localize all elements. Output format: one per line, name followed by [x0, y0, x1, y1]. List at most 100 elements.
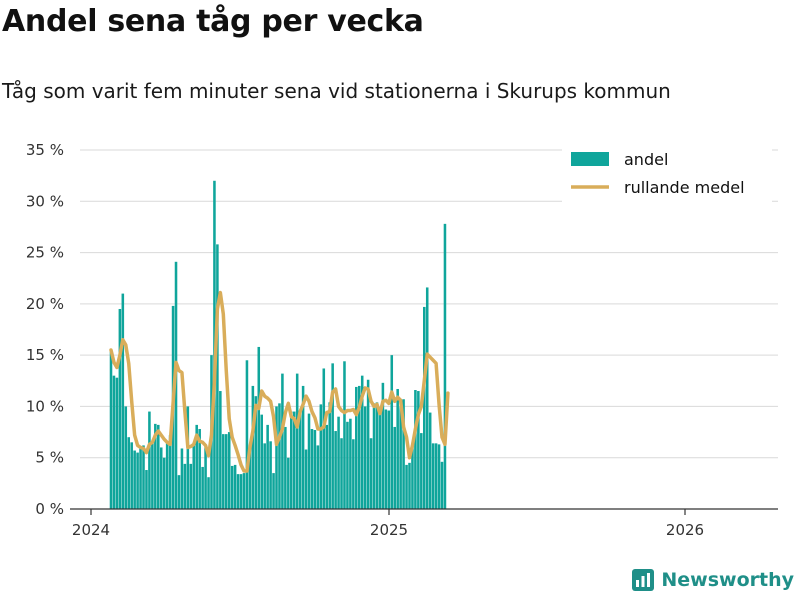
bar: [204, 447, 207, 509]
newsworthy-logo-icon: [632, 569, 655, 591]
bar: [260, 414, 263, 509]
bar: [414, 390, 417, 509]
bar: [281, 373, 284, 509]
bar: [263, 443, 266, 509]
bar: [372, 403, 376, 509]
bar: [431, 443, 435, 509]
bar: [168, 435, 172, 509]
bar: [112, 375, 116, 509]
bar: [304, 449, 308, 509]
bar: [216, 244, 219, 509]
brand: Newsworthy: [631, 568, 794, 592]
bar: [292, 411, 296, 509]
bar: [425, 287, 429, 509]
line-series-rullande-medel: [109, 290, 450, 473]
bar: [136, 452, 139, 509]
bar: [222, 434, 225, 509]
bar: [420, 433, 423, 509]
y-axis: 0 % 5 % 10 % 15 % 20 % 25 % 30 % 35 %: [26, 141, 64, 518]
x-tick-label: 2025: [370, 521, 408, 539]
bar: [360, 375, 364, 509]
bar: [298, 411, 302, 509]
bar: [230, 465, 234, 509]
bar: [423, 306, 426, 509]
bar: [402, 399, 405, 509]
bar: [177, 475, 181, 509]
legend: andel rullande medel: [562, 144, 772, 204]
page-subtitle: Tåg som varit fem minuter sena vid stati…: [2, 79, 671, 103]
bar: [142, 445, 145, 509]
bar: [239, 474, 243, 509]
y-tick-label: 25 %: [26, 244, 64, 262]
bar: [251, 385, 255, 509]
bar: [127, 437, 131, 509]
bar: [145, 470, 148, 509]
bar-series-andel: [109, 180, 447, 509]
bar: [278, 403, 281, 509]
bar: [124, 406, 128, 509]
bar: [201, 466, 204, 509]
bar: [192, 444, 196, 509]
bar: [396, 388, 399, 509]
bar: [352, 439, 355, 509]
bar: [363, 406, 367, 509]
bar: [248, 447, 252, 509]
bar: [325, 424, 329, 509]
bar: [165, 442, 169, 509]
bar: [157, 424, 160, 509]
bar: [115, 377, 119, 509]
bar: [322, 368, 326, 509]
bar: [254, 396, 258, 509]
bar: [266, 424, 269, 509]
bar: [357, 385, 361, 509]
bar: [334, 431, 337, 509]
bar: [139, 447, 142, 509]
bar: [331, 363, 334, 509]
bar: [411, 444, 414, 509]
y-tick-label: 0 %: [35, 500, 64, 518]
bar: [417, 391, 420, 509]
legend-label-rullande-medel: rullande medel: [624, 178, 745, 197]
x-axis: 2024 2025 2026: [70, 508, 778, 539]
bar: [207, 477, 210, 509]
bar: [121, 293, 125, 509]
bar: [148, 411, 151, 509]
bar: [290, 411, 293, 509]
chart: 0 %5 %10 %15 %20 %25 %30 %35 % 2024 2025 2…: [26, 141, 778, 539]
bar: [233, 464, 237, 509]
bar: [428, 412, 432, 509]
bar: [313, 430, 317, 509]
bar: [227, 432, 231, 509]
bar: [340, 438, 343, 509]
bar: [408, 462, 411, 509]
bar: [390, 355, 394, 509]
bar: [198, 428, 201, 509]
bar: [295, 373, 299, 509]
bar: [236, 474, 240, 509]
bar: [183, 463, 187, 509]
bar: [387, 410, 391, 509]
bar: [319, 404, 323, 509]
bar: [257, 346, 261, 509]
legend-label-andel: andel: [624, 150, 668, 169]
bar: [366, 379, 370, 509]
brand-name: Newsworthy: [661, 569, 794, 591]
bar: [186, 406, 190, 509]
bar: [195, 424, 198, 509]
bar: [343, 361, 346, 509]
bar: [224, 434, 228, 509]
bar: [437, 444, 441, 509]
bar: [434, 443, 438, 509]
y-tick-label: 15 %: [26, 346, 64, 364]
bar: [440, 461, 444, 509]
bar: [443, 223, 447, 509]
bar: [349, 418, 352, 509]
bar: [219, 391, 222, 509]
bar: [355, 386, 358, 509]
bar: [189, 463, 193, 509]
bar: [154, 423, 157, 509]
bar: [272, 473, 275, 509]
bar: [301, 385, 305, 509]
bar: [242, 473, 246, 509]
y-tick-label: 5 %: [35, 449, 64, 467]
